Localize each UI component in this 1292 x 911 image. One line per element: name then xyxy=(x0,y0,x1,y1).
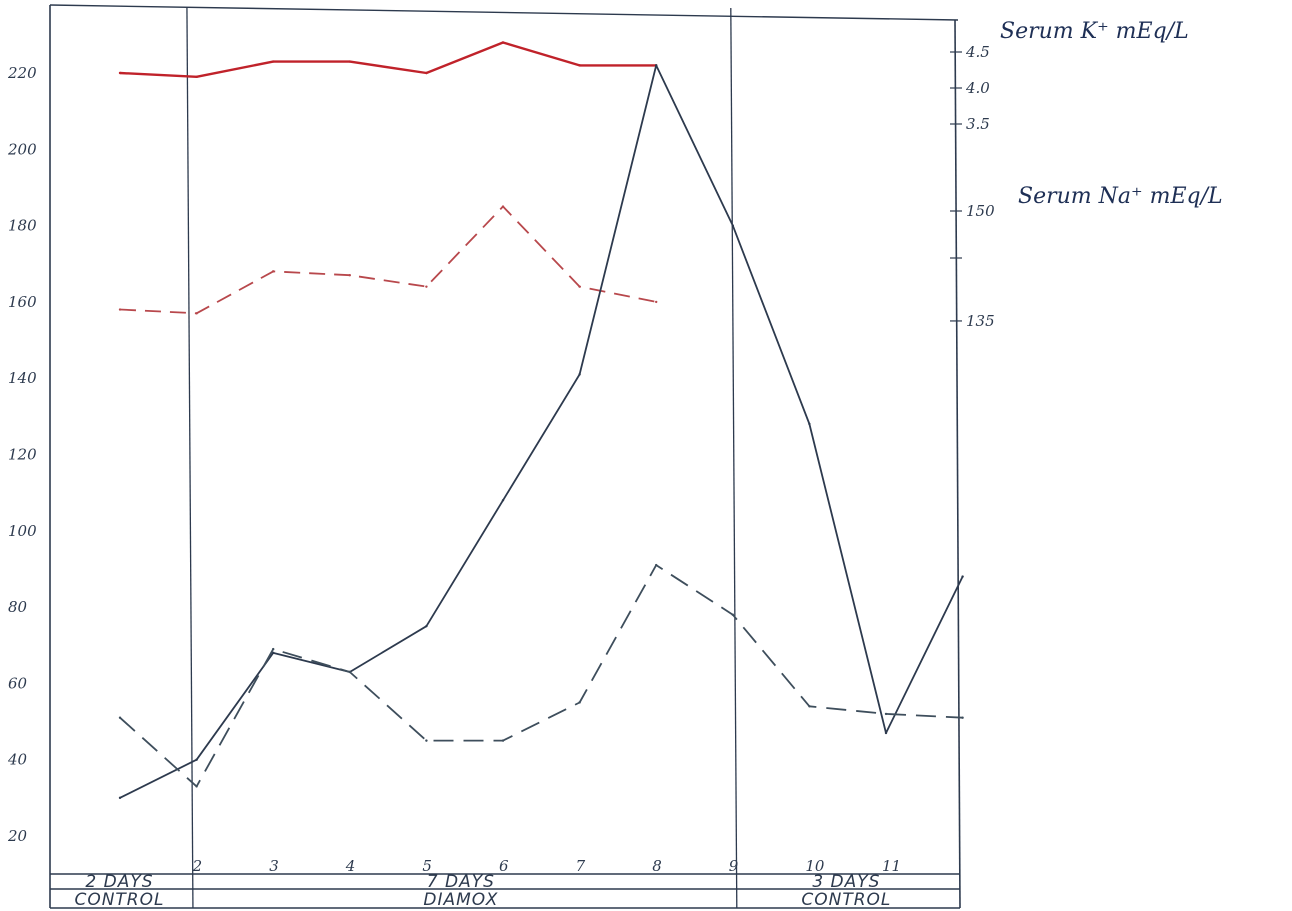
left-axis: 20 40 60 80 100 120 140 160 180 200 220 xyxy=(7,64,37,845)
series-2-point xyxy=(348,273,351,277)
series-1-point xyxy=(272,60,275,63)
series-2-line xyxy=(119,205,657,315)
period-phase-label: CONTROL xyxy=(801,890,891,910)
x-tick-label: 2 xyxy=(192,857,203,875)
x-tick-label: 4 xyxy=(345,857,356,875)
x-tick-label: 6 xyxy=(499,857,509,875)
series-4-point xyxy=(731,613,734,616)
left-tick-label: 220 xyxy=(7,64,37,82)
series-2-point xyxy=(118,308,122,311)
left-tick-label: 160 xyxy=(8,293,37,311)
sodium-tick-label: 135 xyxy=(966,312,995,330)
series-4-point xyxy=(961,716,964,719)
series-4-line xyxy=(119,564,963,788)
x-tick-label: 9 xyxy=(729,857,739,875)
series-2-point xyxy=(578,285,581,288)
x-tick-label: 8 xyxy=(652,857,662,875)
series-4-point xyxy=(884,712,888,716)
series-4-point xyxy=(425,739,428,742)
x-tick-label: 7 xyxy=(576,857,586,875)
phase-divider-2 xyxy=(730,7,738,909)
series-4-point xyxy=(655,563,658,567)
series-1-point xyxy=(195,75,198,79)
period-phase-label: DIAMOX xyxy=(423,890,498,910)
series-1-point xyxy=(578,64,581,67)
period-days-label: 3 DAYS xyxy=(812,872,880,892)
right-axis: 4.5 4.0 3.5 150 135 xyxy=(950,43,995,330)
series-1-line xyxy=(119,41,657,79)
series-2-point xyxy=(425,285,428,288)
series-3-point xyxy=(808,422,811,426)
left-tick-label: 60 xyxy=(8,674,28,692)
series-3-point xyxy=(195,758,198,761)
series-4-point xyxy=(272,647,275,651)
period-days-label: 2 DAYS xyxy=(85,872,153,892)
left-tick-label: 100 xyxy=(8,522,37,540)
series-2-point xyxy=(501,205,505,208)
series-3-point xyxy=(961,575,964,578)
series-3-point xyxy=(578,373,581,376)
sodium-axis-title: Serum Na⁺ mEq/L xyxy=(1018,184,1223,209)
phase-dividers xyxy=(186,7,738,909)
phase-divider-1 xyxy=(186,7,194,909)
series-2-point xyxy=(195,312,198,315)
series-layer xyxy=(118,41,964,800)
sodium-tick-label: 150 xyxy=(966,202,995,220)
series-4-point xyxy=(578,701,581,704)
potassium-axis-title: Serum K⁺ mEq/L xyxy=(1000,19,1189,44)
series-1-point xyxy=(425,71,428,75)
chart-frame xyxy=(49,4,961,909)
series-3-point xyxy=(731,224,734,227)
x-tick-label: 10 xyxy=(805,857,825,875)
series-1-point xyxy=(118,71,122,75)
left-tick-label: 80 xyxy=(8,598,28,616)
period-days-label: 7 DAYS xyxy=(427,872,495,892)
series-2-point xyxy=(655,300,658,304)
x-tick-label: 5 xyxy=(422,857,432,875)
potassium-tick-label: 4.5 xyxy=(965,43,990,61)
series-3-point xyxy=(118,796,122,800)
series-3-point xyxy=(884,731,888,735)
series-3-point xyxy=(425,624,428,628)
series-3-point xyxy=(501,499,505,502)
x-tick-label: 11 xyxy=(882,857,901,875)
series-4-point xyxy=(808,705,811,708)
x-tick-label: 3 xyxy=(269,857,279,875)
series-2-point xyxy=(272,270,275,273)
right-axis-line xyxy=(954,19,961,909)
potassium-tick-label: 3.5 xyxy=(966,115,990,133)
series-3-point xyxy=(655,64,658,67)
top-border xyxy=(49,4,959,21)
left-tick-label: 180 xyxy=(8,217,37,235)
series-4-point xyxy=(118,716,122,719)
left-tick-label: 40 xyxy=(7,751,28,769)
series-3-point xyxy=(272,651,275,655)
potassium-tick-label: 4.0 xyxy=(965,79,990,97)
left-tick-label: 20 xyxy=(7,827,28,845)
series-4-point xyxy=(195,785,198,788)
series-3-line xyxy=(119,64,964,799)
series-4-point xyxy=(501,739,505,742)
x-axis: 2 3 4 5 6 7 8 9 10 11 xyxy=(192,857,901,875)
left-tick-label: 120 xyxy=(8,446,37,464)
left-tick-label: 200 xyxy=(7,140,37,158)
series-4-point xyxy=(348,670,351,674)
left-tick-label: 140 xyxy=(8,369,37,387)
period-phase-label: CONTROL xyxy=(74,890,164,910)
series-1-point xyxy=(501,41,505,44)
series-1-point xyxy=(348,60,351,63)
